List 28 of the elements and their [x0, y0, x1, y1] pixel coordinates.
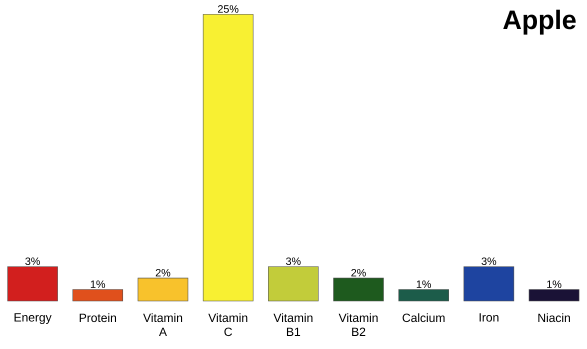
bar	[528, 289, 580, 302]
chart-title: Apple	[503, 10, 576, 35]
x-tick-label: Energy	[14, 313, 52, 324]
x-tick-label: Vitamin A	[143, 313, 182, 336]
data-label: 1%	[90, 280, 106, 288]
x-tick-label: Vitamin B1	[273, 313, 312, 336]
data-label: 1%	[547, 280, 562, 288]
bar	[202, 14, 254, 302]
bar	[138, 278, 188, 302]
x-tick-label: Iron	[480, 313, 498, 322]
bar	[268, 266, 319, 302]
bar	[7, 266, 58, 302]
x-tick-label: Vitamin B2	[338, 313, 378, 336]
bar	[72, 289, 124, 302]
bar	[333, 278, 384, 302]
data-label: 1%	[416, 280, 432, 288]
data-label: 2%	[351, 268, 366, 276]
data-label: 3%	[286, 257, 301, 265]
data-label: 25%	[218, 5, 238, 13]
bar	[398, 289, 449, 302]
data-label: 2%	[156, 268, 170, 276]
bar	[464, 266, 514, 302]
x-tick-label: Calcium	[402, 313, 445, 322]
data-label: 3%	[482, 257, 496, 265]
x-tick-label: Protein	[80, 313, 116, 322]
x-tick-label: Vitamin C	[208, 313, 248, 336]
data-label: 3%	[25, 257, 40, 265]
x-tick-label: Niacin	[538, 313, 570, 322]
